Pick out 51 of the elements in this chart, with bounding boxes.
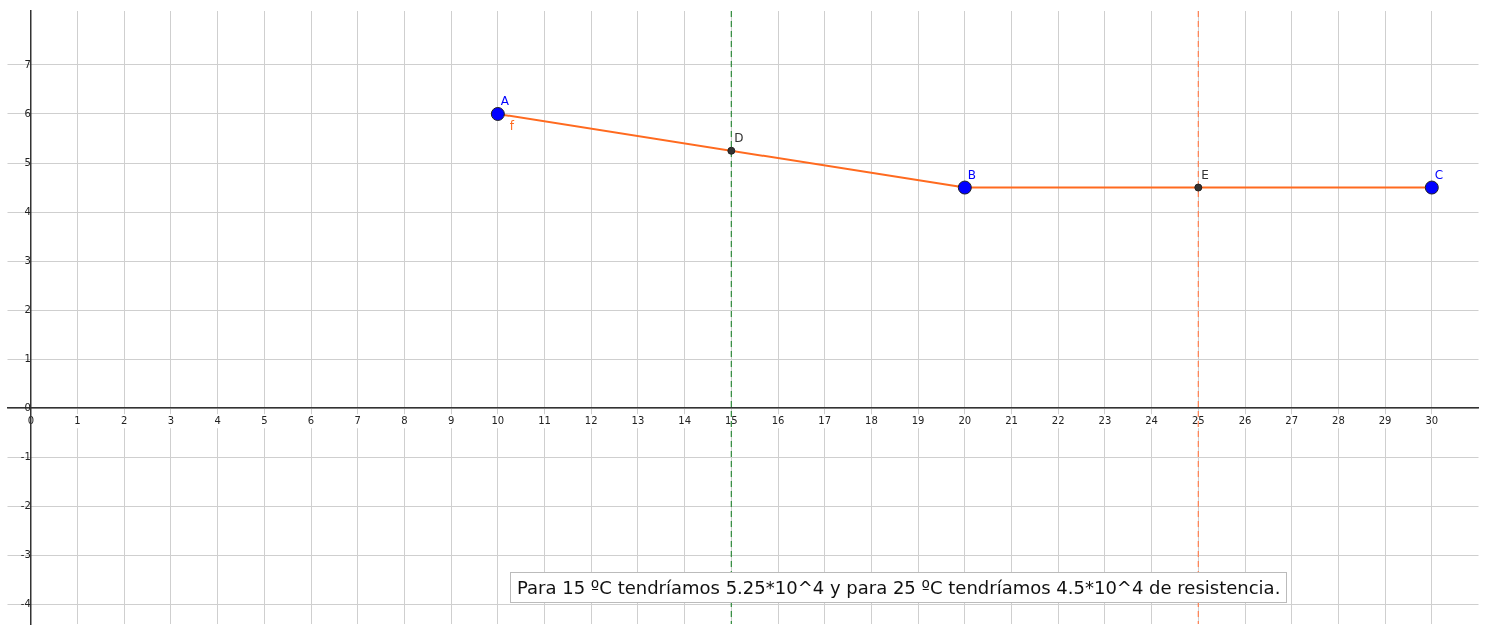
x-tick-label: 30 [1425, 414, 1439, 426]
annotation: D [734, 130, 744, 145]
x-tick-label: 5 [261, 414, 268, 426]
x-tick-label: 14 [678, 414, 691, 426]
x-tick-label: 24 [1145, 414, 1158, 426]
point [490, 106, 505, 121]
x-tick-label: 23 [1098, 414, 1112, 426]
point [727, 146, 736, 155]
x-tick-label: 15 [724, 414, 738, 426]
x-tick-label: 11 [538, 414, 551, 426]
x-tick-label: 21 [1005, 414, 1018, 426]
annotation: E [1201, 167, 1209, 182]
x-tick-label: 16 [771, 414, 785, 426]
x-tick-label: 12 [584, 414, 598, 426]
y-tick-label: -3 [20, 548, 31, 560]
y-tick-label: 3 [24, 254, 31, 266]
annotation: Para 15 ºC tendríamos 5.25*10^4 y para 25 ºC tendríamos 4.5*10^4 de resistencia. [510, 572, 1288, 603]
x-tick-label: 29 [1378, 414, 1392, 426]
y-tick-label: -1 [20, 450, 31, 462]
x-tick-label: 19 [911, 414, 925, 426]
x-tick-label: 20 [958, 414, 972, 426]
x-tick-label: 6 [307, 414, 315, 426]
x-tick-label: 2 [121, 414, 128, 426]
y-tick-label: 1 [24, 352, 31, 364]
x-tick-label: 1 [74, 414, 81, 426]
x-tick-label: 7 [354, 414, 361, 426]
x-tick-label: 9 [447, 414, 455, 426]
y-tick-label: 2 [24, 303, 31, 315]
point [1424, 180, 1439, 195]
y-tick-label: -2 [20, 499, 31, 511]
point [957, 180, 972, 195]
x-tick-label: 25 [1191, 414, 1205, 426]
y-tick-label: 7 [24, 58, 31, 70]
x-tick-label: 18 [865, 414, 878, 426]
x-tick-label: 8 [401, 414, 408, 426]
y-tick-label: 0 [24, 401, 31, 413]
annotation: A [500, 93, 510, 108]
series-label: f [509, 118, 515, 133]
x-tick-label: 13 [631, 414, 645, 426]
x-tick-label: 22 [1051, 414, 1065, 426]
x-tick-label: 28 [1332, 414, 1345, 426]
y-tick-label: 5 [24, 156, 31, 168]
point [1194, 183, 1203, 192]
x-tick-label: 27 [1285, 414, 1299, 426]
x-tick-label: 17 [818, 414, 832, 426]
annotation: C [1434, 167, 1444, 182]
x-tick-label: 26 [1238, 414, 1252, 426]
x-tick-label: 4 [214, 414, 221, 426]
annotation: B [967, 167, 977, 182]
x-tick-label: 10 [491, 414, 505, 426]
x-tick-label: 3 [167, 414, 175, 426]
